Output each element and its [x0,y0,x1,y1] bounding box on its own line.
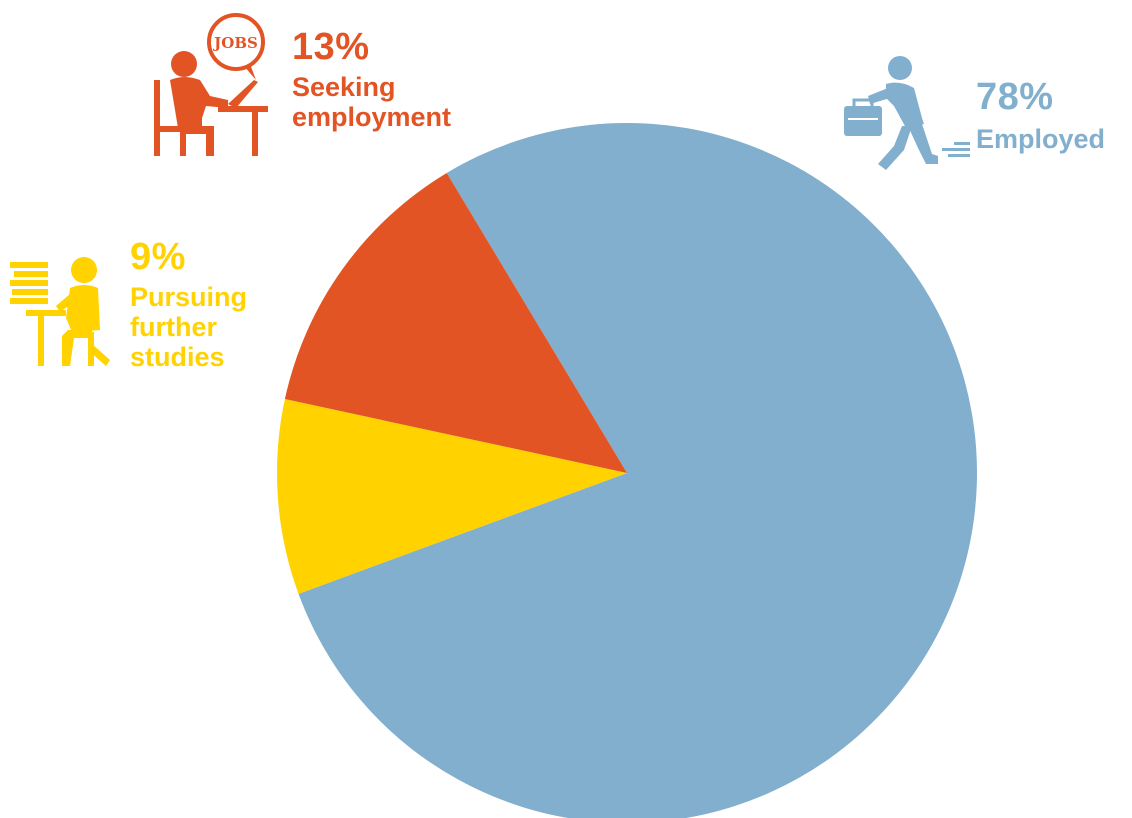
further-studies-callout: 9% Pursuing further studies [130,238,247,372]
employed-percent: 78% [976,76,1054,118]
seeking-employment-percent: 13% [292,26,370,68]
seeking-employment-label: Seeking employment [292,72,452,132]
jobs-bubble-text: JOBS [212,34,258,52]
student-studying-with-books-icon [10,257,110,366]
further-studies-percent: 9% [130,236,186,278]
pie-slice-employed [298,123,977,818]
pie-slice-pursuing-further-studies [277,399,627,594]
businessman-with-briefcase-walking-icon [844,56,970,170]
employed-callout: 78% Employed [976,78,1105,154]
seeking-employment-callout: 13% Seeking employment [292,28,451,132]
pie-slice-seeking-employment [284,172,627,473]
further-studies-label: Pursuing further studies [130,282,248,372]
pie-slices [277,123,977,818]
employed-label: Employed [976,124,1106,154]
job-seeker-at-laptop-icon: JOBS [154,13,268,156]
